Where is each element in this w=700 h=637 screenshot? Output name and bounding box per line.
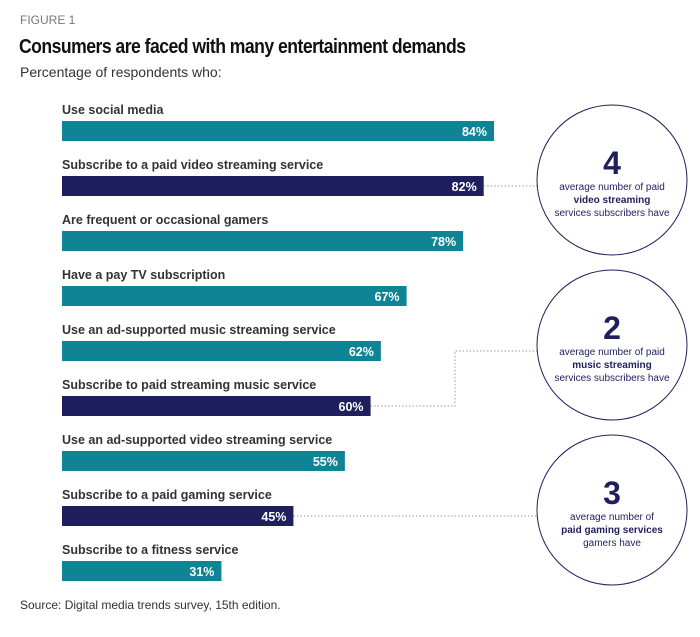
- value-label: 78%: [431, 235, 456, 249]
- bar: [62, 176, 484, 196]
- chart-subtitle: Percentage of respondents who:: [20, 64, 222, 80]
- value-label: 67%: [375, 290, 400, 304]
- bar: [62, 286, 407, 306]
- callout-number: 3: [603, 475, 621, 511]
- callout-text: paid gaming services: [561, 525, 663, 536]
- value-label: 84%: [462, 125, 487, 139]
- figure-label: FIGURE 1: [20, 13, 76, 27]
- callout-number: 2: [603, 310, 621, 346]
- callout-text: average number of: [570, 512, 654, 523]
- callout-circle: [536, 434, 688, 586]
- bar: [62, 396, 371, 416]
- callout-text: gamers have: [583, 538, 641, 549]
- category-label: Are frequent or occasional gamers: [62, 213, 268, 227]
- value-label: 60%: [339, 400, 364, 414]
- bar: [62, 121, 494, 141]
- category-label: Subscribe to a paid video streaming serv…: [62, 158, 323, 172]
- callout-text: services subscribers have: [554, 373, 669, 384]
- callout-circle: [536, 104, 688, 256]
- value-label: 62%: [349, 345, 374, 359]
- bar: [62, 561, 222, 581]
- category-label: Use an ad-supported music streaming serv…: [62, 323, 336, 337]
- callout-number: 4: [603, 145, 621, 181]
- bar: [62, 451, 345, 471]
- value-label: 31%: [189, 565, 214, 579]
- category-label: Use an ad-supported video streaming serv…: [62, 433, 332, 447]
- bar: [62, 506, 294, 526]
- connector-line: [370, 350, 549, 407]
- category-label: Have a pay TV subscription: [62, 268, 225, 282]
- chart-title: Consumers are faced with many entertainm…: [19, 36, 466, 58]
- value-label: 55%: [313, 455, 338, 469]
- value-label: 82%: [452, 180, 477, 194]
- category-label: Subscribe to paid streaming music servic…: [62, 378, 316, 392]
- category-label: Use social media: [62, 103, 164, 117]
- bar: [62, 341, 381, 361]
- callout-text: video streaming: [574, 195, 651, 206]
- callout-text: services subscribers have: [554, 208, 669, 219]
- callout-text: music streaming: [572, 360, 651, 371]
- category-label: Subscribe to a paid gaming service: [62, 488, 272, 502]
- source-note: Source: Digital media trends survey, 15t…: [20, 598, 281, 612]
- callout-circle: [536, 269, 688, 421]
- bar: [62, 231, 464, 251]
- callout-text: average number of paid: [559, 347, 665, 358]
- callout-text: average number of paid: [559, 182, 665, 193]
- value-label: 45%: [261, 510, 286, 524]
- category-label: Subscribe to a fitness service: [62, 543, 239, 557]
